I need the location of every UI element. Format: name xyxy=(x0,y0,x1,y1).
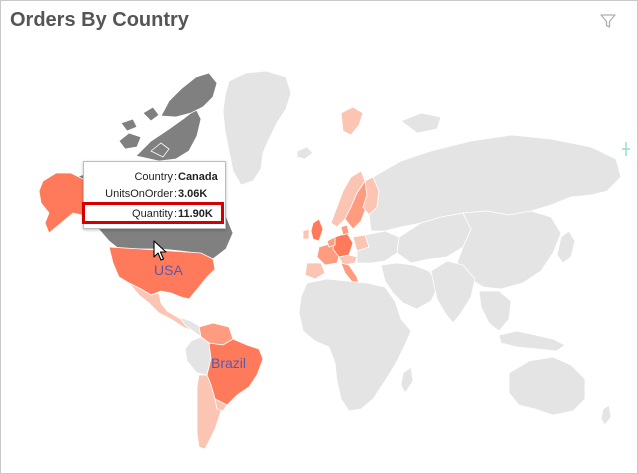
map-label-usa: USA xyxy=(154,262,183,278)
region-japan[interactable] xyxy=(556,230,576,264)
tooltip-separator: : xyxy=(174,208,178,220)
region-colombia-peru[interactable] xyxy=(184,336,212,376)
tooltip-row-country: Country : Canada xyxy=(84,169,225,185)
tooltip-row-units-on-order: UnitsOnOrder : 3.06K xyxy=(84,186,225,202)
region-germany[interactable] xyxy=(332,232,354,258)
region-madagascar[interactable] xyxy=(400,366,414,394)
tooltip-row-quantity: Quantity : 11.90K xyxy=(84,206,225,222)
tooltip-key: Quantity xyxy=(132,208,173,220)
region-iceland[interactable] xyxy=(296,146,314,160)
region-russia[interactable] xyxy=(368,134,622,232)
region-spain-portugal[interactable] xyxy=(304,262,326,280)
widget-title: Orders By Country xyxy=(10,9,189,31)
region-svalbard[interactable] xyxy=(340,106,364,136)
filter-icon[interactable] xyxy=(599,12,617,30)
tooltip-value: Canada xyxy=(178,171,218,183)
region-greenland[interactable] xyxy=(222,70,292,186)
region-alaska[interactable] xyxy=(38,172,90,234)
tooltip-value: 11.90K xyxy=(178,208,213,220)
tooltip-separator: : xyxy=(174,171,178,183)
tooltip-separator: : xyxy=(174,188,178,200)
region-arctic-islands-russia[interactable] xyxy=(400,112,442,134)
tooltip-value: 3.06K xyxy=(178,188,208,200)
region-uruguay[interactable] xyxy=(214,398,228,412)
region-new-zealand[interactable] xyxy=(600,404,612,426)
region-china-mongolia[interactable] xyxy=(456,210,562,290)
region-argentina[interactable] xyxy=(196,374,224,450)
quantity-highlight-box xyxy=(82,202,224,224)
region-middle-east[interactable] xyxy=(380,262,440,310)
tooltip-key: Country xyxy=(134,171,173,183)
tooltip-key: UnitsOnOrder xyxy=(105,188,173,200)
region-indonesia[interactable] xyxy=(498,330,566,352)
map-label-brazil: Brazil xyxy=(211,355,247,371)
region-india[interactable] xyxy=(430,260,476,324)
region-ireland[interactable] xyxy=(302,228,310,240)
region-australia[interactable] xyxy=(508,356,586,416)
region-eastern-europe[interactable] xyxy=(356,230,400,264)
region-uk[interactable] xyxy=(310,218,324,242)
region-denmark[interactable] xyxy=(340,224,350,236)
map-tooltip: Country : Canada UnitsOnOrder : 3.06K Qu… xyxy=(83,161,226,229)
mouse-pointer-icon xyxy=(153,240,167,261)
region-southeast-asia[interactable] xyxy=(478,290,512,332)
region-belgium[interactable] xyxy=(326,236,336,248)
region-africa[interactable] xyxy=(298,278,412,412)
region-brazil[interactable] xyxy=(206,338,264,406)
scroll-edge-marker-icon xyxy=(622,142,630,156)
